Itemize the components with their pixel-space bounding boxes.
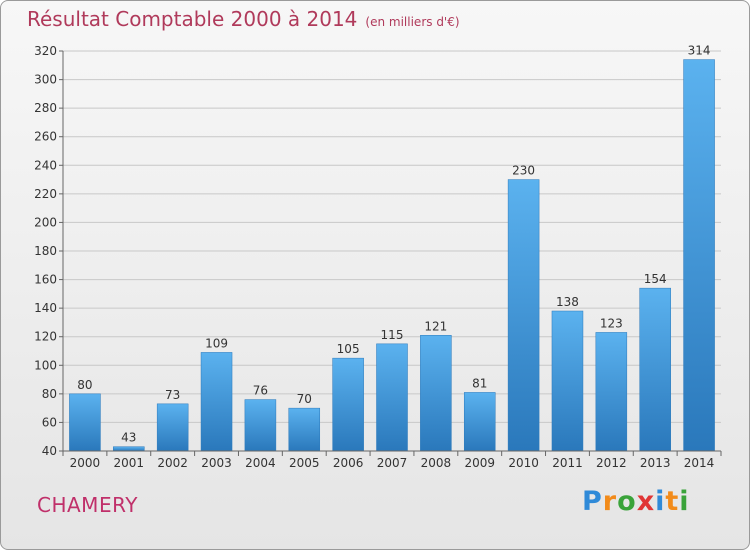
y-tick-label: 200 bbox=[34, 215, 57, 229]
bar-value-label: 81 bbox=[472, 376, 487, 390]
x-tick-label: 2009 bbox=[464, 456, 495, 470]
x-tick-label: 2003 bbox=[201, 456, 232, 470]
bar bbox=[200, 352, 233, 452]
bar-value-label: 105 bbox=[337, 342, 360, 356]
x-tick-label: 2010 bbox=[508, 456, 539, 470]
bar-value-label: 70 bbox=[297, 392, 312, 406]
bar bbox=[507, 179, 540, 452]
y-tick-label: 180 bbox=[34, 244, 57, 258]
bar bbox=[595, 332, 628, 452]
bar bbox=[288, 407, 321, 452]
x-tick-label: 2004 bbox=[245, 456, 276, 470]
logo-letter: r bbox=[602, 486, 618, 517]
y-tick-label: 280 bbox=[34, 101, 57, 115]
y-axis: 40 60 80 100 120 140 160 180 200 220 240 260 280 300 3… bbox=[34, 44, 64, 458]
y-tick-label: 240 bbox=[34, 158, 57, 172]
y-tick-label: 40 bbox=[42, 444, 57, 458]
x-tick-label: 2013 bbox=[640, 456, 671, 470]
y-tick-label: 320 bbox=[34, 44, 57, 58]
logo-letter: i bbox=[655, 486, 666, 517]
bars: 80 43 73 109 76 70 105 115 121 81 230 138 123 154 314 bbox=[69, 44, 715, 452]
logo-letter: o bbox=[617, 486, 637, 517]
bar bbox=[244, 399, 277, 452]
bar-value-label: 230 bbox=[512, 164, 535, 178]
x-tick-label: 2012 bbox=[596, 456, 627, 470]
y-tick-label: 120 bbox=[34, 330, 57, 344]
bar bbox=[420, 335, 452, 452]
x-axis: 2000 2001 2002 2003 2004 2005 2006 2007 2008 2009… bbox=[62, 450, 722, 470]
city-name: CHAMERY bbox=[37, 493, 138, 517]
y-tick-label: 100 bbox=[34, 358, 57, 372]
bar-value-label: 138 bbox=[556, 295, 579, 309]
bar bbox=[639, 287, 671, 452]
x-tick-label: 2014 bbox=[684, 456, 715, 470]
logo-letter: t bbox=[665, 486, 680, 517]
x-tick-label: 2000 bbox=[70, 456, 101, 470]
y-tick-label: 60 bbox=[42, 415, 57, 429]
bar bbox=[551, 310, 584, 452]
bar bbox=[332, 357, 364, 452]
bar-value-label: 76 bbox=[253, 384, 268, 398]
x-tick-label: 2006 bbox=[333, 456, 364, 470]
chart-title-main: Résultat Comptable 2000 à 2014 bbox=[27, 7, 358, 31]
x-tick-label: 2005 bbox=[289, 456, 320, 470]
y-tick-label: 140 bbox=[34, 301, 57, 315]
x-tick-label: 2008 bbox=[421, 456, 452, 470]
bar bbox=[156, 403, 189, 452]
chart-subtitle: (en milliers d'€) bbox=[365, 15, 460, 29]
proxiti-logo[interactable]: Proxiti bbox=[582, 486, 690, 517]
bar-value-label: 115 bbox=[381, 328, 404, 342]
x-tick-label: 2011 bbox=[552, 456, 583, 470]
bar-value-label: 121 bbox=[424, 319, 447, 333]
bar-value-label: 314 bbox=[688, 44, 711, 58]
y-tick-label: 80 bbox=[42, 387, 57, 401]
y-tick-label: 160 bbox=[34, 273, 57, 287]
bar-value-label: 123 bbox=[600, 316, 623, 330]
logo-letter: P bbox=[582, 486, 603, 517]
logo-letter: i bbox=[679, 486, 690, 517]
y-tick-label: 300 bbox=[34, 73, 57, 87]
bar bbox=[463, 392, 496, 452]
logo-letter: x bbox=[636, 486, 656, 517]
bar bbox=[113, 446, 145, 452]
y-tick-label: 260 bbox=[34, 130, 57, 144]
y-tick-label: 220 bbox=[34, 187, 57, 201]
bar bbox=[69, 393, 101, 452]
x-tick-label: 2002 bbox=[157, 456, 188, 470]
bar-value-label: 73 bbox=[165, 388, 180, 402]
bar-value-label: 43 bbox=[121, 431, 136, 445]
chart-title: Résultat Comptable 2000 à 2014 (en millie… bbox=[27, 7, 460, 31]
bar-value-label: 109 bbox=[205, 336, 228, 350]
x-tick-label: 2007 bbox=[377, 456, 408, 470]
bar-value-label: 154 bbox=[644, 272, 667, 286]
bar bbox=[376, 343, 408, 452]
bar-value-label: 80 bbox=[77, 378, 92, 392]
x-tick-label: 2001 bbox=[114, 456, 145, 470]
bar bbox=[683, 59, 715, 452]
